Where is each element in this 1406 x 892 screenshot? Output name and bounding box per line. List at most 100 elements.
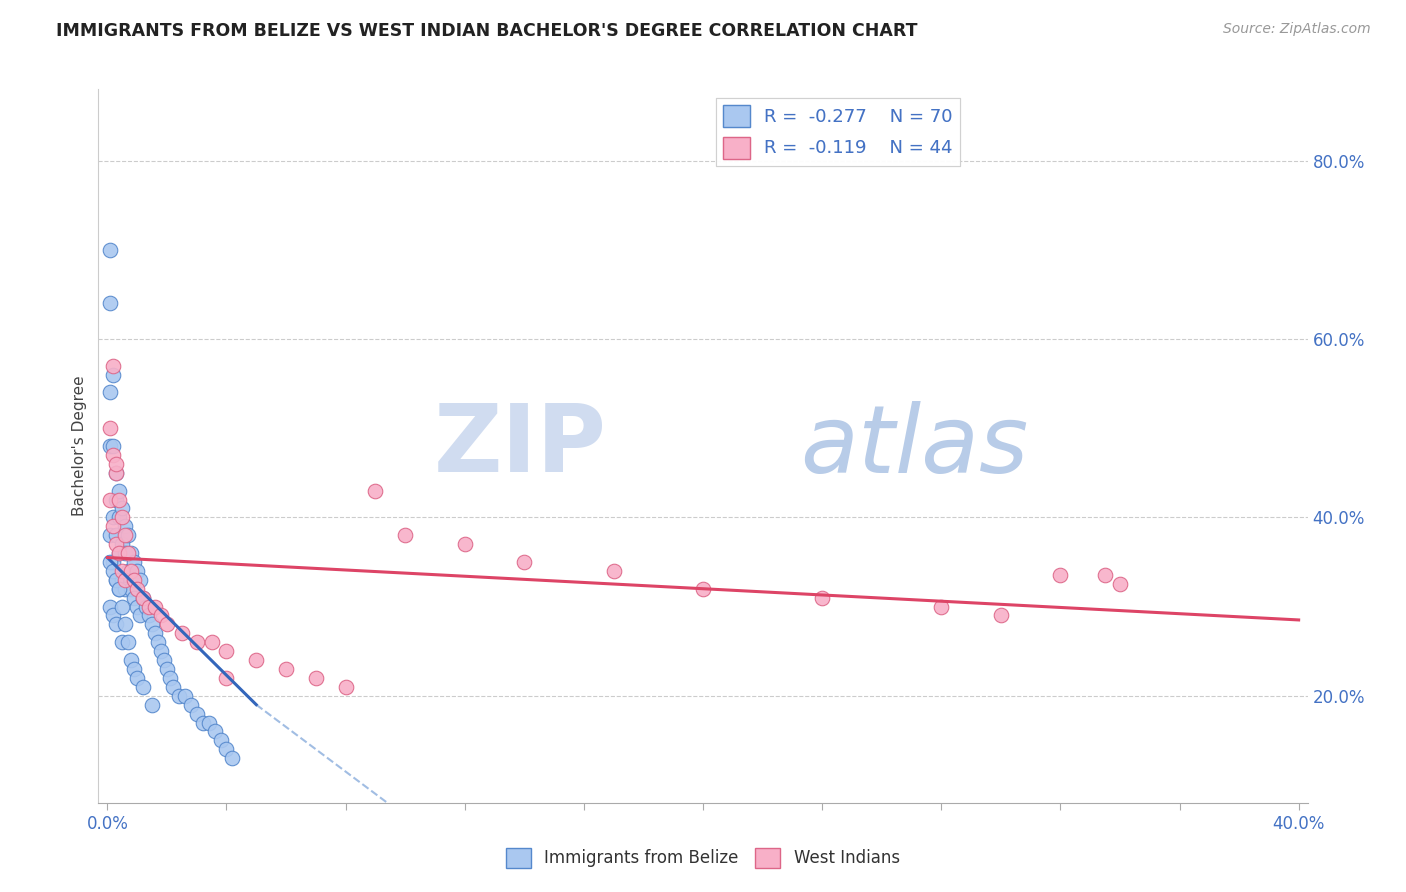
Point [141,698,163,712]
Point [132,591,155,605]
Point [153,653,176,667]
Y-axis label: Bachelor's Degree: Bachelor's Degree [72,376,87,516]
Point [105,492,128,507]
Point [108,510,131,524]
Point [274,662,297,676]
Point [156,662,179,676]
Point [215,742,238,756]
Point [149,644,172,658]
Point [105,466,128,480]
Point [513,555,536,569]
Point [111,501,134,516]
Point [103,439,125,453]
Point [103,510,125,524]
Point [98,439,121,453]
Point [105,528,128,542]
Point [111,599,134,614]
Legend: R =  -0.277    N = 70, R =  -0.119    N = 44: R = -0.277 N = 70, R = -0.119 N = 44 [716,98,960,166]
Point [132,680,155,694]
Point [929,599,952,614]
Point [1109,577,1132,591]
Point [114,519,136,533]
Point [98,492,121,507]
Point [120,582,142,596]
Point [215,644,238,658]
Point [602,564,624,578]
Point [111,564,134,578]
Point [120,564,142,578]
Point [117,635,139,649]
Point [103,368,125,382]
Point [811,591,834,605]
Point [129,608,152,623]
Point [117,546,139,560]
Point [200,635,222,649]
Point [105,573,128,587]
Point [138,599,160,614]
Point [105,457,128,471]
Point [156,617,179,632]
Point [141,617,163,632]
Point [103,564,125,578]
Point [186,706,208,721]
Point [114,528,136,542]
Point [117,564,139,578]
Point [111,537,134,551]
Point [143,599,166,614]
Point [167,689,190,703]
Point [180,698,202,712]
Point [990,608,1012,623]
Point [132,591,155,605]
Point [135,599,157,614]
Point [127,564,149,578]
Point [143,626,166,640]
Text: ZIP: ZIP [433,400,606,492]
Point [103,555,125,569]
Legend: Immigrants from Belize, West Indians: Immigrants from Belize, West Indians [499,841,907,875]
Point [120,653,142,667]
Point [197,715,219,730]
Point [98,599,121,614]
Point [108,546,131,560]
Point [105,466,128,480]
Point [114,582,136,596]
Point [111,573,134,587]
Point [103,359,125,373]
Point [103,448,125,462]
Point [98,421,121,435]
Point [108,582,131,596]
Point [108,546,131,560]
Point [108,492,131,507]
Point [122,555,145,569]
Point [103,608,125,623]
Point [204,724,226,739]
Point [305,671,328,685]
Point [335,680,357,694]
Point [173,689,195,703]
Point [127,599,149,614]
Point [1049,568,1071,582]
Point [209,733,232,747]
Point [103,519,125,533]
Point [191,715,214,730]
Point [117,528,139,542]
Point [108,483,131,498]
Point [120,546,142,560]
Point [215,671,238,685]
Point [98,555,121,569]
Point [146,635,169,649]
Point [245,653,267,667]
Point [111,635,134,649]
Point [394,528,416,542]
Point [98,243,121,257]
Point [98,296,121,310]
Point [1094,568,1116,582]
Point [122,591,145,605]
Point [127,582,149,596]
Point [129,573,152,587]
Point [364,483,387,498]
Point [108,582,131,596]
Point [186,635,208,649]
Point [692,582,714,596]
Point [122,662,145,676]
